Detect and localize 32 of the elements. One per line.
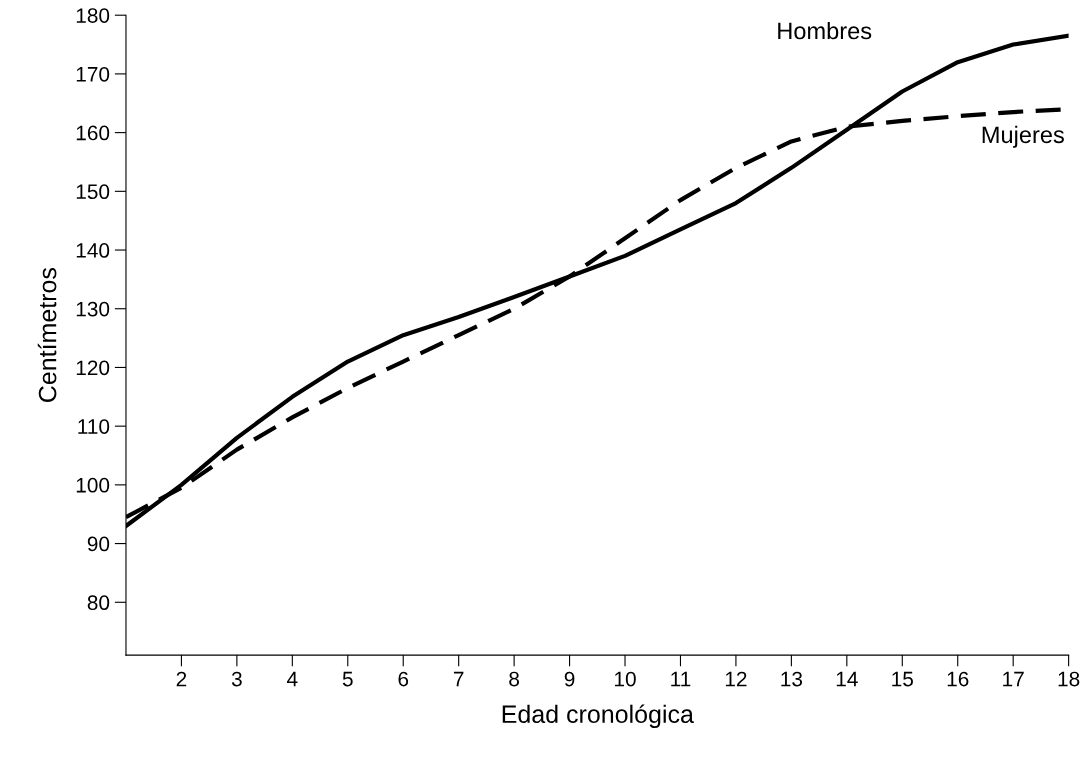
x-axis-title: Edad cronológica bbox=[502, 704, 694, 728]
y-tick-label: 90 bbox=[87, 536, 110, 552]
x-tick-label: 10 bbox=[615, 671, 636, 687]
x-tick-label: 16 bbox=[947, 671, 969, 687]
x-tick-label: 6 bbox=[398, 671, 409, 687]
text: Hombres bbox=[778, 21, 872, 40]
x-tick-label: 12 bbox=[725, 671, 747, 687]
y-tick-label: 80 bbox=[87, 595, 110, 611]
series-label: Mujeres bbox=[982, 125, 1064, 148]
y-axis-title: Centímetros bbox=[37, 267, 57, 402]
x-tick-label: 8 bbox=[509, 671, 520, 687]
x-tick-label: 4 bbox=[287, 671, 298, 687]
x-tick-label: 2 bbox=[176, 671, 187, 687]
x-tick-label: 11 bbox=[671, 671, 691, 687]
x-tick-label: 18 bbox=[1058, 671, 1080, 687]
x-tick-label: 9 bbox=[564, 671, 575, 687]
x-tick-label: 7 bbox=[453, 671, 464, 687]
y-tick-label: 150 bbox=[76, 184, 110, 200]
y-tick-label: 160 bbox=[76, 125, 110, 141]
y-tick-label: 100 bbox=[76, 477, 110, 493]
y-tick-label: 130 bbox=[76, 301, 110, 317]
y-tick-label: 140 bbox=[76, 243, 110, 258]
x-tick-label: 5 bbox=[342, 671, 353, 687]
x-tick-label: 3 bbox=[231, 671, 242, 687]
x-tick-label: 14 bbox=[836, 671, 858, 687]
y-tick-label: 120 bbox=[76, 360, 110, 376]
y-tick-label: 170 bbox=[76, 66, 110, 82]
y-tick-label: 110 bbox=[78, 419, 110, 434]
x-tick-label: 17 bbox=[1003, 671, 1024, 687]
x-tick-label: 15 bbox=[892, 671, 913, 687]
x-tick-label: 13 bbox=[781, 671, 803, 687]
y-tick-label: 180 bbox=[76, 8, 110, 23]
